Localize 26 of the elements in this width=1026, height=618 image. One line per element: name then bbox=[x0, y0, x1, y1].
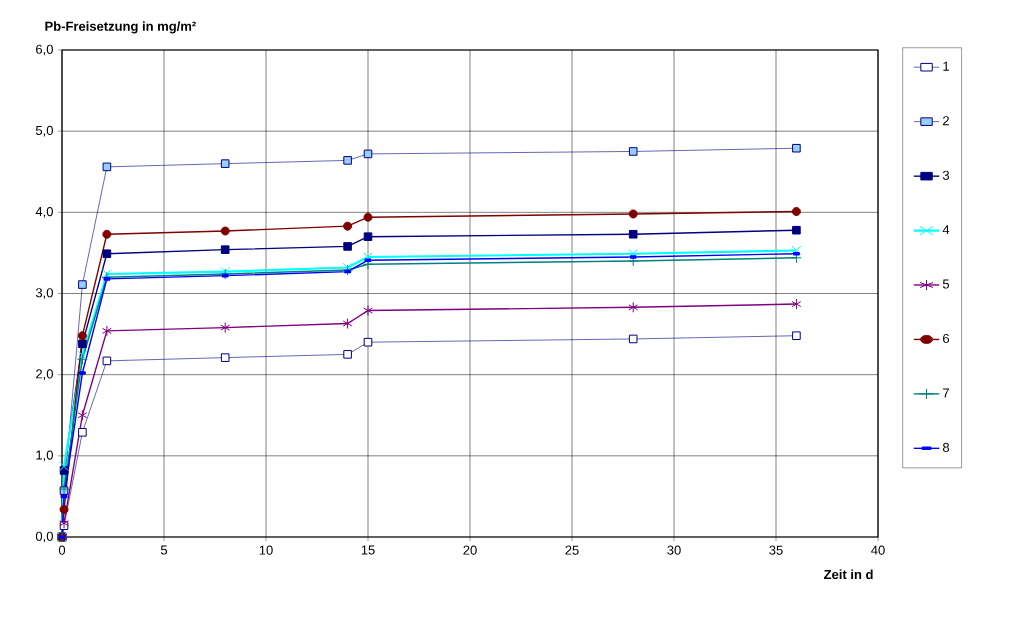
y-tick-label: 3,0 bbox=[35, 288, 53, 299]
y-tick-label: 0,0 bbox=[35, 531, 53, 543]
legend-label: 1 bbox=[943, 61, 949, 71]
x-tick-label: 20 bbox=[463, 545, 477, 555]
y-tick-label: 1,0 bbox=[36, 450, 53, 462]
legend-label: 6 bbox=[943, 333, 950, 344]
x-tick-label: 0 bbox=[58, 545, 66, 555]
legend-label: 5 bbox=[942, 279, 950, 289]
y-tick-label: 5,0 bbox=[35, 125, 53, 137]
y-tick-label: 6,0 bbox=[36, 44, 53, 56]
y-tick-label: 4,0 bbox=[35, 206, 53, 218]
y-tick-label: 2,0 bbox=[36, 369, 53, 381]
x-tick-label: 40 bbox=[871, 545, 885, 555]
legend-label: 3 bbox=[942, 170, 950, 180]
x-tick-label: 15 bbox=[361, 545, 375, 555]
legend-label: 7 bbox=[943, 388, 949, 398]
x-tick-label: 25 bbox=[565, 545, 579, 555]
x-axis-title: Zeit in d bbox=[824, 569, 873, 580]
legend-label: 2 bbox=[943, 116, 949, 126]
chart-title: Pb-Freisetzung in mg/m² bbox=[45, 21, 196, 34]
legend-label: 8 bbox=[942, 442, 950, 453]
x-tick-label: 10 bbox=[259, 545, 273, 555]
x-tick-label: 30 bbox=[667, 545, 681, 555]
x-tick-label: 35 bbox=[769, 545, 783, 555]
legend-label: 4 bbox=[942, 225, 950, 235]
x-tick-label: 5 bbox=[160, 545, 168, 555]
